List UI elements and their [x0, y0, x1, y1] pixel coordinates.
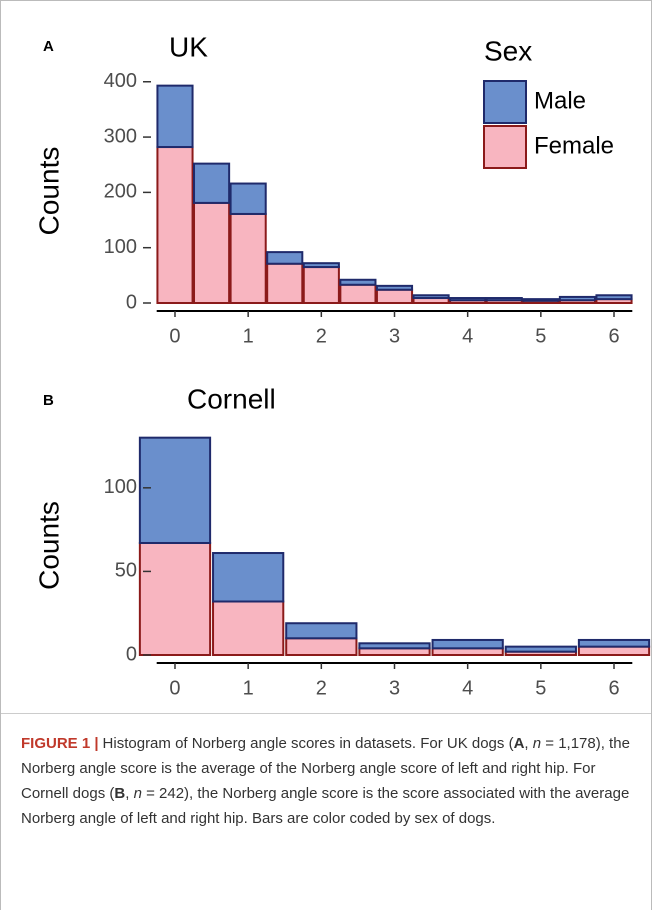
- bar-segment: [339, 278, 377, 286]
- x-tick-label: 0: [169, 677, 180, 699]
- caption: FIGURE 1 | Histogram of Norberg angle sco…: [21, 731, 631, 831]
- y-tick-label: 200: [104, 181, 137, 203]
- chart-title: Cornell: [187, 383, 276, 414]
- bar-segment: [522, 298, 560, 302]
- x-tick-label: 0: [169, 325, 180, 347]
- x-tick-label: 1: [243, 325, 254, 347]
- bar-segment: [266, 262, 304, 304]
- bar-segment: [595, 294, 633, 301]
- y-tick-label: 50: [115, 560, 137, 582]
- x-tick-label: 3: [389, 677, 400, 699]
- bar-segment: [375, 288, 414, 304]
- x-tick-label: 1: [243, 677, 254, 699]
- bar-segment: [156, 84, 194, 149]
- x-tick-label: 6: [608, 677, 619, 699]
- bar-segment: [229, 182, 267, 215]
- bar-segment: [431, 638, 504, 650]
- caption-text: A: [513, 735, 525, 752]
- caption-text: = 1,178), the Norberg angle score is the…: [21, 735, 630, 802]
- y-tick-label: 0: [126, 643, 137, 665]
- x-tick-label: 3: [389, 325, 400, 347]
- caption-text: n: [133, 785, 142, 802]
- panel-label: A: [43, 38, 54, 55]
- bar-segment: [156, 146, 194, 304]
- legend-swatch: [483, 80, 527, 124]
- bar-segment: [449, 297, 487, 302]
- bar-segment: [302, 262, 340, 269]
- y-tick-label: 400: [104, 70, 137, 92]
- bar-segment: [339, 283, 377, 304]
- bar-segment: [302, 266, 340, 304]
- bar-segment: [285, 622, 358, 640]
- bar-segment: [358, 642, 431, 650]
- bar-segment: [577, 638, 651, 648]
- y-tick-label: 0: [126, 291, 137, 313]
- chart-title: UK: [169, 31, 208, 62]
- bar-segment: [212, 600, 285, 657]
- x-tick-label: 2: [316, 677, 327, 699]
- bar-segment: [138, 541, 212, 657]
- x-tick-label: 5: [535, 325, 546, 347]
- bar-segment: [375, 284, 414, 291]
- bar-segment: [266, 251, 304, 265]
- x-tick-label: 5: [535, 677, 546, 699]
- bar-segment: [558, 295, 596, 302]
- caption-text: Histogram of Norberg angle scores in dat…: [102, 735, 514, 752]
- bar-segment: [412, 294, 450, 300]
- bar-segment: [431, 647, 504, 657]
- bar-segment: [485, 297, 523, 302]
- y-axis-label: Counts: [33, 147, 64, 236]
- y-tick-label: 100: [104, 476, 137, 498]
- y-tick-label: 300: [104, 125, 137, 147]
- x-tick-label: 4: [462, 325, 473, 347]
- bar-segment: [229, 212, 267, 304]
- caption-label: FIGURE 1 |: [21, 735, 99, 752]
- bar-segment: [212, 552, 285, 603]
- bar-segment: [193, 201, 231, 304]
- legend-label: Male: [534, 87, 586, 114]
- caption-text: ,: [524, 735, 533, 752]
- bar-segment: [358, 647, 431, 657]
- caption-text: = 242), the Norberg angle score is the s…: [21, 785, 630, 827]
- bar-segment: [285, 637, 358, 657]
- bar-segment: [504, 645, 577, 653]
- legend-title: Sex: [484, 35, 532, 66]
- x-tick-label: 2: [316, 325, 327, 347]
- legend-swatch: [483, 125, 527, 169]
- x-tick-label: 4: [462, 677, 473, 699]
- caption-text: B: [114, 785, 126, 802]
- caption-text: n: [532, 735, 542, 752]
- y-tick-label: 100: [104, 236, 137, 258]
- x-tick-label: 6: [608, 325, 619, 347]
- legend-label: Female: [534, 132, 614, 159]
- panel-label: B: [43, 392, 54, 409]
- y-axis-label: Counts: [33, 501, 64, 590]
- bar-segment: [577, 645, 651, 657]
- bar-segment: [138, 436, 212, 544]
- caption-text: ,: [125, 785, 134, 802]
- bar-segment: [193, 162, 231, 204]
- separator: [1, 713, 651, 714]
